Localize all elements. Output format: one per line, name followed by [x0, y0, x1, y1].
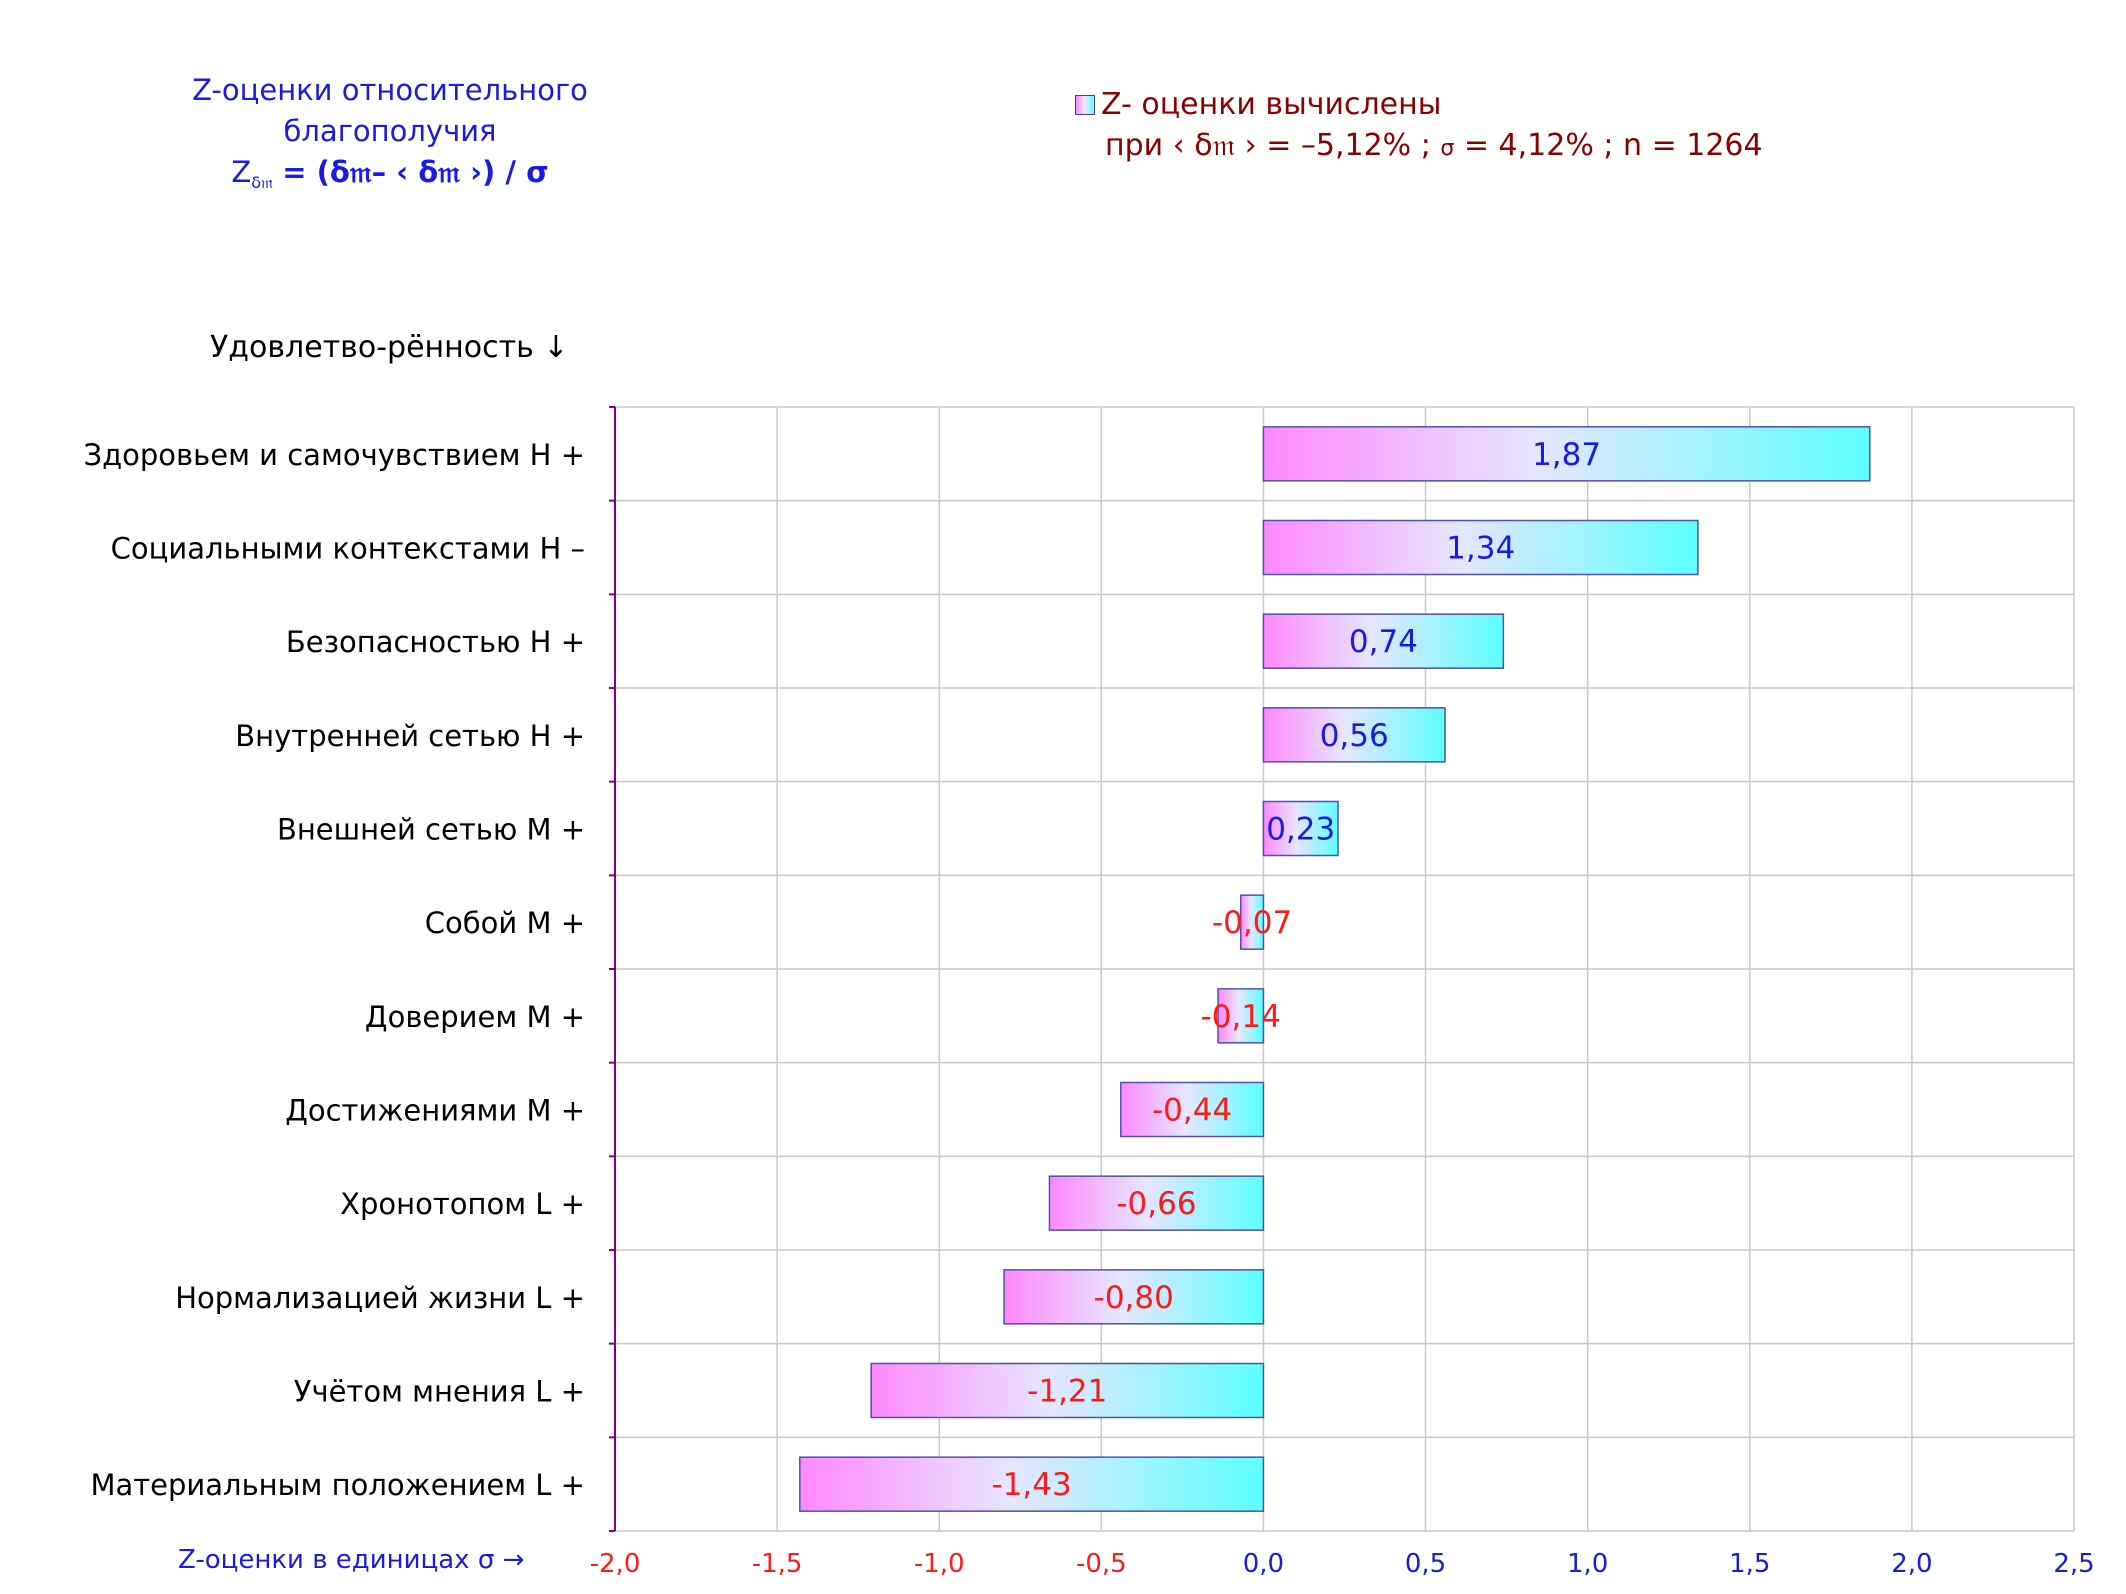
formula-z: Z: [231, 155, 252, 189]
formula-subscript: δ𝔪: [251, 173, 274, 192]
bar: [1120, 1081, 1265, 1138]
x-tick-label: 1,5: [1729, 1549, 1770, 1579]
bar-value-label: -1,43: [992, 1467, 1072, 1503]
value-labels: 1,87 1,34 0,74 0,56 0,23 -0,07 -0,14 -0,44 -0,66…: [992, 437, 1602, 1503]
category-label: Учётом мнения L +: [294, 1375, 585, 1409]
bar-value-label: 0,23: [1266, 812, 1335, 848]
bar: [1262, 613, 1505, 669]
y-axis-header: Удовлетво-рённость ↓: [210, 330, 569, 365]
bar: [1048, 1175, 1265, 1231]
bar: [1217, 988, 1265, 1044]
x-tick-label: 0,5: [1405, 1549, 1446, 1579]
legend-text2-pre: при ‹ δ𝔪 › = –5,12% ;: [1105, 128, 1441, 163]
bar: [799, 1456, 1265, 1512]
category-label: Хронотопом L +: [340, 1187, 585, 1221]
bar-value-label: 1,87: [1532, 437, 1601, 473]
bar: [870, 1362, 1265, 1419]
legend: Z- оценки вычислены при ‹ δ𝔪 › = –5,12% …: [1075, 84, 1763, 169]
title-formula: Zδ𝔪 = (δ𝔪– ‹ δ𝔪 ›) / σ: [130, 152, 650, 203]
category-label: Социальными контекстами H –: [111, 532, 585, 566]
category-label: Здоровьем и самочувствием H +: [84, 438, 585, 472]
bar: [1003, 1269, 1265, 1325]
category-label: Материальным положением L +: [90, 1468, 585, 1502]
bar-value-label: 0,74: [1349, 624, 1418, 660]
category-label: Доверием M +: [365, 1000, 585, 1034]
title-line2: благополучия: [283, 114, 497, 148]
bar-value-label: -0,44: [1152, 1093, 1232, 1129]
bar: [1262, 519, 1699, 576]
bar: [1239, 894, 1265, 950]
x-tick-label: -1,0: [914, 1549, 965, 1579]
x-axis-caption: Z-оценки в единицах σ →: [178, 1545, 525, 1575]
category-label: Внешней сетью M +: [277, 813, 585, 847]
category-label: Достижениями M +: [285, 1094, 585, 1128]
legend-line2: при ‹ δ𝔪 › = –5,12% ; σ = 4,12% ; n = 12…: [1075, 125, 1763, 169]
x-tick-label: -1,5: [752, 1549, 803, 1579]
bar-value-label: -0,66: [1116, 1186, 1196, 1222]
legend-sigma: σ: [1440, 136, 1455, 161]
bars: [799, 426, 1871, 1512]
x-tick-labels: -2,0 -1,5 -1,0 -0,5 0,0 0,5 1,0 1,5 2,0 2,5: [590, 1549, 2095, 1579]
x-tick-label: 0,0: [1243, 1549, 1284, 1579]
grid: [609, 406, 2075, 1532]
x-tick-label: -0,5: [1076, 1549, 1127, 1579]
formula-rest: = (δ𝔪– ‹ δ𝔪 ›) / σ: [282, 155, 549, 189]
legend-text1: Z- оценки вычислены: [1101, 87, 1442, 122]
bar-value-label: 0,56: [1320, 718, 1389, 754]
bar-value-label: -0,07: [1212, 905, 1292, 941]
chart-title: Z-оценки относительного благополучия Zδ𝔪…: [130, 70, 650, 203]
category-label: Внутренней сетью H +: [235, 719, 585, 753]
category-label: Нормализацией жизни L +: [175, 1281, 585, 1315]
bar-value-label: -0,14: [1201, 999, 1281, 1035]
title-line1: Z-оценки относительного: [192, 73, 588, 107]
x-tick-label: -2,0: [590, 1549, 641, 1579]
legend-text2-post: = 4,12% ; n = 1264: [1454, 128, 1763, 163]
bar: [1262, 426, 1871, 482]
bar-value-label: -0,80: [1094, 1280, 1174, 1316]
legend-swatch: [1075, 95, 1095, 115]
bar-value-label: 1,34: [1446, 531, 1515, 567]
bar-value-label: -1,21: [1027, 1374, 1107, 1410]
category-labels: Здоровьем и самочувствием H + Социальными…: [84, 438, 585, 1502]
legend-line1: Z- оценки вычислены: [1075, 84, 1763, 125]
bar: [1262, 800, 1339, 857]
x-tick-label: 2,5: [2053, 1549, 2094, 1579]
bar: [1262, 707, 1446, 763]
category-label: Собой M +: [425, 906, 585, 940]
category-label: Безопасностью H +: [286, 625, 585, 659]
x-tick-label: 2,0: [1891, 1549, 1932, 1579]
x-tick-label: 1,0: [1567, 1549, 1608, 1579]
